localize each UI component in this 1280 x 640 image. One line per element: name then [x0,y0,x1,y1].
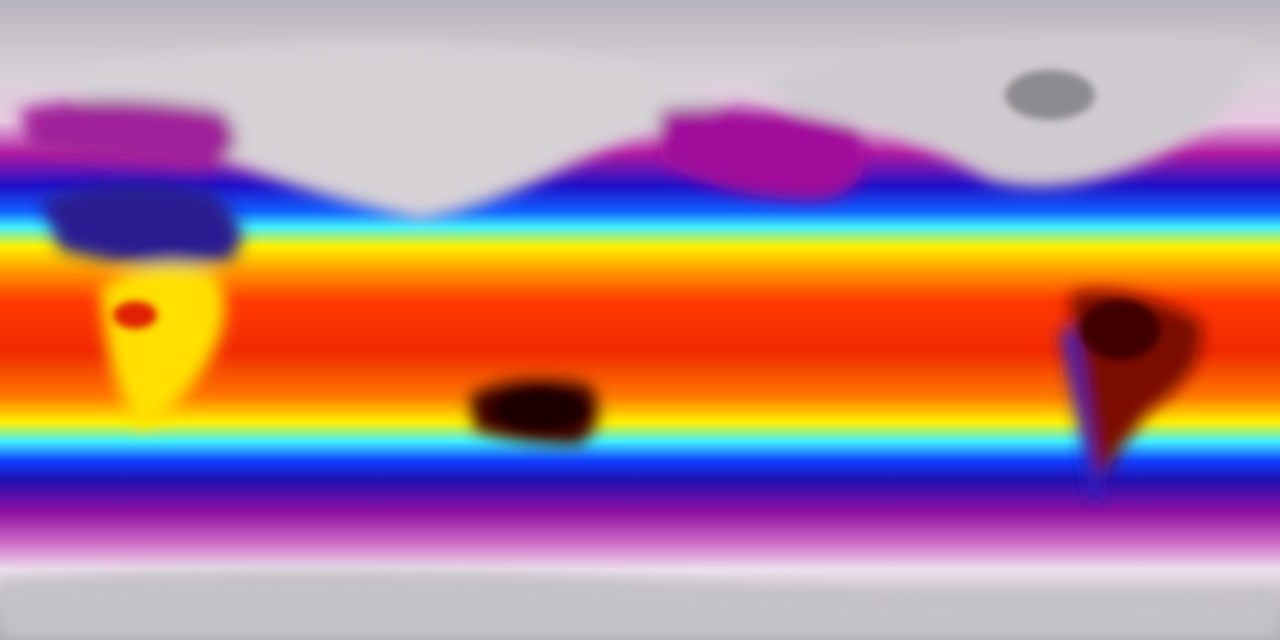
eurasia-landmass [80,43,720,221]
amazon-hot-spot [1080,300,1160,360]
antarctica-landmass [0,570,1280,640]
australia-interior [495,390,585,430]
north-america-landmass [760,35,1251,187]
europe-cold [20,100,236,170]
greenland-ice [1005,70,1095,120]
sahara-hot-spot [113,301,157,329]
pacific-cold-tongue [660,107,865,200]
central-asia-cold [40,182,242,266]
andes-cold-strip [1060,330,1100,500]
